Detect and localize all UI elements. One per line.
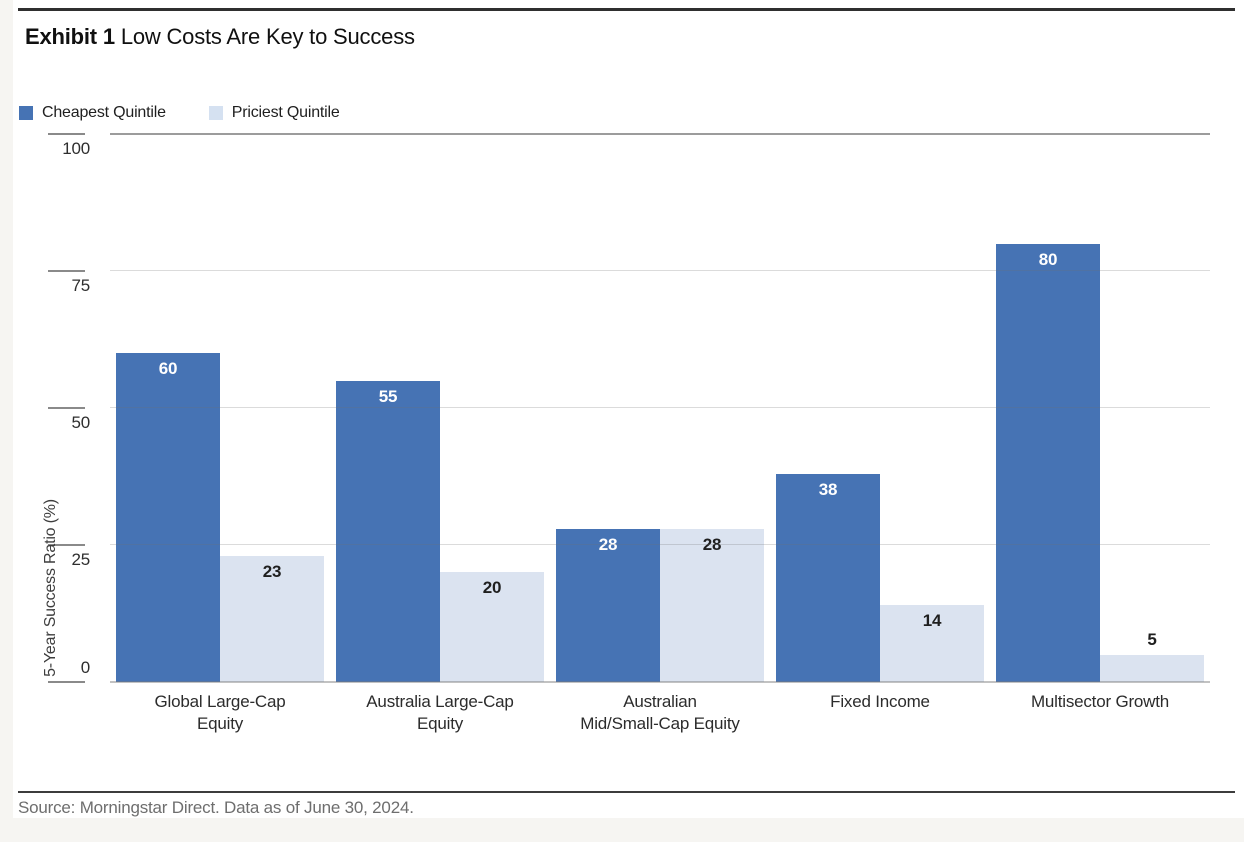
priciest-quintile-swatch-icon <box>208 106 223 120</box>
bar-value-label: 38 <box>818 479 838 499</box>
category-label: Australia Large-Cap Equity <box>366 692 514 734</box>
bar-cheapest-quintile-2: 28 <box>556 528 660 682</box>
legend-label: Cheapest Quintile <box>42 104 166 121</box>
bar-value-label: 55 <box>378 386 398 406</box>
gridline-0 <box>110 681 1210 683</box>
bar-value-label: 80 <box>1038 249 1058 269</box>
bar-value-label: 23 <box>262 561 282 581</box>
gridline-25 <box>110 544 1210 545</box>
bar-cheapest-quintile-3: 38 <box>776 473 880 682</box>
y-axis-tick <box>48 407 85 409</box>
bar-value-label: 20 <box>482 578 502 598</box>
chart-legend: Cheapest Quintile Priciest Quintile <box>19 103 340 123</box>
bar-priciest-quintile-3: 14 <box>880 605 984 682</box>
y-axis-tick-label: 50 <box>71 413 90 432</box>
bar-priciest-quintile-1: 20 <box>440 572 544 682</box>
exhibit-number-label: Exhibit 1 <box>25 24 115 49</box>
bar-group: 28 28 <box>550 134 770 682</box>
y-axis-tick-label: 25 <box>71 550 90 569</box>
y-axis-tick-label: 100 <box>62 139 90 158</box>
category-label: Global Large-Cap Equity <box>154 692 286 734</box>
bar-priciest-quintile-0: 23 <box>220 555 324 682</box>
bar-priciest-quintile-4: 5 <box>1100 630 1204 682</box>
bottom-divider-rule <box>18 791 1235 793</box>
legend-item-priciest-quintile: Priciest Quintile <box>208 104 340 122</box>
plot-area: 60 23 55 20 28 28 38 14 80 5 <box>110 133 1210 683</box>
category-label: Australian Mid/Small-Cap Equity <box>580 692 740 734</box>
bar-cheapest-quintile-1: 55 <box>336 380 440 682</box>
y-axis-title: 5-Year Success Ratio (%) <box>42 499 59 677</box>
y-axis-tick <box>48 270 85 272</box>
bar-cheapest-quintile-4: 80 <box>996 243 1100 682</box>
bar-group: 55 20 <box>330 134 550 682</box>
gridline-50 <box>110 407 1210 408</box>
source-note: Source: Morningstar Direct. Data as of J… <box>18 798 414 817</box>
bar-value-label: 60 <box>158 359 178 379</box>
bar-cheapest-quintile-0: 60 <box>116 353 220 682</box>
y-axis-tick-label: 75 <box>71 276 90 295</box>
gridline-75 <box>110 270 1210 271</box>
bar-value-label: 14 <box>922 611 942 631</box>
category-label: Fixed Income <box>830 692 930 711</box>
category-label: Multisector Growth <box>1030 692 1170 711</box>
page-title: Exhibit 1 Low Costs Are Key to Success <box>25 24 415 50</box>
gridline-100 <box>110 133 1210 135</box>
top-divider-rule <box>18 8 1235 11</box>
y-axis-tick <box>48 544 85 546</box>
legend-label: Priciest Quintile <box>231 104 340 121</box>
bar-group: 60 23 <box>110 134 330 682</box>
bar-value-label: 28 <box>598 534 618 554</box>
bar-value-label: 28 <box>702 534 722 554</box>
bar-group: 80 5 <box>990 134 1210 682</box>
bar-group: 38 14 <box>770 134 990 682</box>
y-axis-tick <box>48 133 85 135</box>
y-axis-tick <box>48 681 85 683</box>
bar-chart: 60 23 55 20 28 28 38 14 80 5 0 25 50 75 100 <box>0 133 1244 683</box>
y-axis-tick-label: 0 <box>80 658 90 677</box>
bar-priciest-quintile-2: 28 <box>660 528 764 682</box>
cheapest-quintile-swatch-icon <box>19 106 33 120</box>
x-axis-category-labels: Global Large-Cap Equity Australia Large-C… <box>110 691 1210 747</box>
bar-value-label: 5 <box>1147 629 1157 649</box>
legend-item-cheapest-quintile: Cheapest Quintile <box>19 104 166 122</box>
exhibit-title-text: Low Costs Are Key to Success <box>120 24 415 49</box>
